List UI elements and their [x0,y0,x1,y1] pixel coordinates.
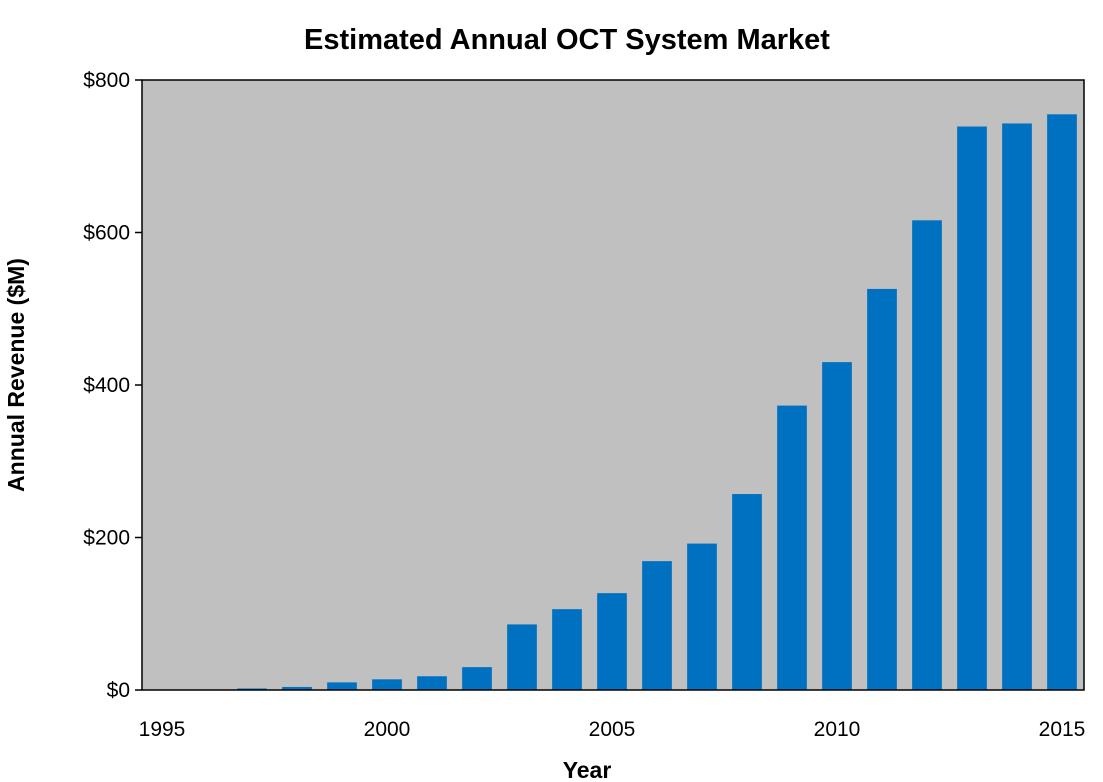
x-tick-label: 2000 [364,718,411,741]
bar-2015 [1047,114,1077,690]
y-axis: $0 $200 $400 $600 $800 [83,69,142,702]
bar-2004 [552,609,582,690]
bar-2011 [867,288,897,690]
y-tick-label: $400 [83,374,130,397]
bar-2009 [777,405,807,690]
bar-2001 [417,676,447,690]
bar-2006 [642,561,672,690]
bar-2000 [372,679,402,690]
x-axis: 1995 2000 2005 2010 2015 [139,718,1086,741]
chart-title: Estimated Annual OCT System Market [304,24,830,56]
y-tick-label: $200 [83,527,130,550]
bars-group [237,114,1077,691]
bar-2013 [957,126,987,690]
y-tick-label: $600 [83,222,130,245]
x-axis-label: Year [563,757,612,782]
bar-1998 [282,686,312,690]
x-tick-label: 2015 [1039,718,1086,741]
bar-2008 [732,494,762,690]
bar-1997 [237,688,267,690]
x-tick-label: 1995 [139,718,186,741]
bar-2007 [687,543,717,690]
bar-2012 [912,220,942,691]
bar-2005 [597,593,627,690]
bar-2003 [507,624,537,690]
bar-1999 [327,682,357,691]
bar-2010 [822,362,852,691]
x-tick-label: 2010 [814,718,861,741]
x-tick-label: 2005 [589,718,636,741]
bar-2014 [1002,123,1032,690]
y-tick-label: $800 [83,69,130,92]
y-axis-label: Annual Revenue ($M) [3,258,29,492]
y-tick-label: $0 [107,679,130,702]
bar-2002 [462,667,492,691]
